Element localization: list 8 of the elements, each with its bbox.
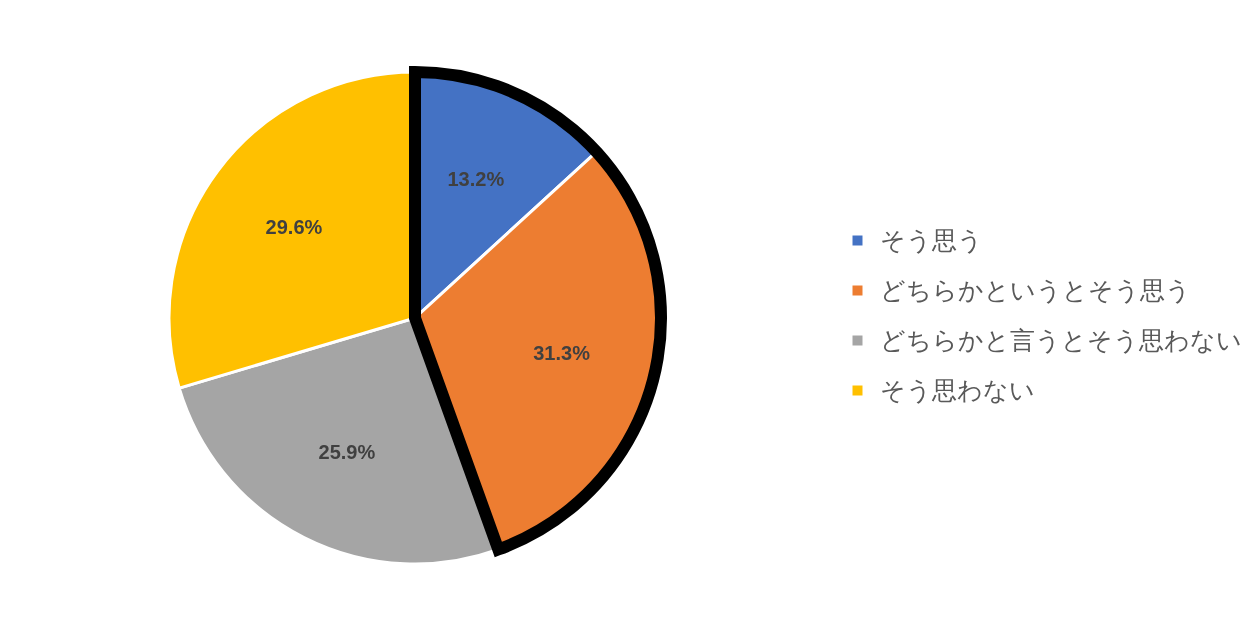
legend-label: そう思わない <box>880 375 1035 405</box>
data-label: 31.3% <box>533 342 591 365</box>
data-label: 29.6% <box>265 215 323 238</box>
legend-label: どちらかと言うとそう思わない <box>880 325 1242 355</box>
legend-label: どちらかというとそう思う <box>880 275 1191 305</box>
data-label: 13.2% <box>447 167 505 190</box>
data-label: 25.9% <box>318 440 376 463</box>
legend-label: そう思う <box>880 225 983 255</box>
